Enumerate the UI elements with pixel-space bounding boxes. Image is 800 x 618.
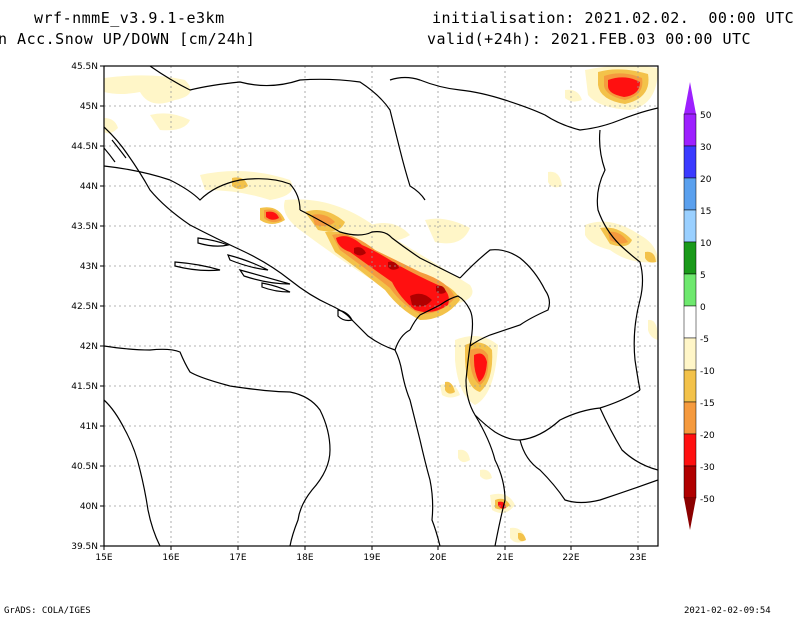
lat-labels: 39.5N 40N 40.5N 41N 41.5N 42N 42.5N 43N … (71, 62, 98, 552)
init-time: initialisation: 2021.02.02. 00:00 UTC (432, 9, 795, 27)
lat-label: 42.5N (71, 302, 98, 312)
lon-label: 18E (296, 553, 313, 563)
lat-label: 45N (80, 102, 98, 112)
colorbar-label: -20 (700, 431, 715, 441)
colorbar-swatch (683, 145, 697, 179)
lon-label: 19E (363, 553, 380, 563)
lon-label: 15E (95, 553, 112, 563)
colorbar-label: 5 (700, 271, 706, 281)
lon-label: 20E (429, 553, 446, 563)
model-title: wrf-nmmE_v3.9.1-e3km (34, 9, 225, 27)
colorbar-swatch (683, 465, 697, 499)
lon-label: 16E (162, 553, 179, 563)
lon-label: 22E (562, 553, 579, 563)
lon-label: 23E (629, 553, 646, 563)
colorbar-swatch (683, 401, 697, 435)
colorbar-swatch (683, 433, 697, 467)
snowfall-field (104, 66, 658, 543)
colorbar-labels: 50 30 20 15 10 5 0 -5 -10 -15 -20 -30 -5… (700, 111, 715, 505)
lat-label: 43.5N (71, 222, 98, 232)
colorbar-label: 50 (700, 111, 712, 121)
colorbar-swatch (683, 209, 697, 243)
colorbar-label: 0 (700, 303, 706, 313)
coastlines-borders (104, 66, 658, 546)
colorbar: 50 30 20 15 10 5 0 -5 -10 -15 -20 -30 -5… (683, 82, 715, 530)
colorbar-swatch (683, 337, 697, 371)
lat-label: 44.5N (71, 142, 98, 152)
lon-label: 17E (229, 553, 246, 563)
colorbar-label: -50 (700, 495, 715, 505)
colorbar-bottom-arrow (684, 498, 696, 530)
colorbar-label: 20 (700, 175, 712, 185)
colorbar-label: -5 (700, 335, 709, 345)
colorbar-swatch (683, 369, 697, 403)
colorbar-label: 15 (700, 207, 711, 217)
footer-credit: GrADS: COLA/IGES (4, 606, 91, 616)
lat-label: 43N (80, 262, 98, 272)
lat-label: 41.5N (71, 382, 98, 392)
colorbar-swatch (683, 273, 697, 307)
colorbar-label: -10 (700, 367, 715, 377)
very-heavy-snow-areas (266, 77, 640, 509)
colorbar-swatch (683, 305, 697, 339)
lat-label: 44N (80, 182, 98, 192)
colorbar-label: -30 (700, 463, 715, 473)
lat-label: 45.5N (71, 62, 98, 72)
valid-time: valid(+24h): 2021.FEB.03 00:00 UTC (427, 30, 752, 48)
colorbar-label: 30 (700, 143, 712, 153)
colorbar-swatch (683, 241, 697, 275)
colorbar-swatch (683, 177, 697, 211)
colorbar-swatch (683, 113, 697, 147)
colorbar-label: 10 (700, 239, 712, 249)
extreme-snow-areas (354, 247, 446, 307)
tick-marks (100, 65, 639, 550)
graticule (104, 66, 658, 546)
footer-timestamp: 2021-02-02-09:54 (684, 606, 771, 616)
lon-labels: 15E 16E 17E 18E 19E 20E 21E 22E 23E (95, 553, 646, 563)
lat-label: 41N (80, 422, 98, 432)
lat-label: 42N (80, 342, 98, 352)
lon-label: 21E (496, 553, 513, 563)
variable-title: n Acc.Snow UP/DOWN [cm/24h] (0, 30, 256, 48)
lat-label: 39.5N (71, 542, 98, 552)
light-snow-areas (104, 66, 658, 543)
lat-label: 40N (80, 502, 98, 512)
colorbar-label: -15 (700, 399, 715, 409)
colorbar-top-arrow (684, 82, 696, 114)
lat-label: 40.5N (71, 462, 98, 472)
